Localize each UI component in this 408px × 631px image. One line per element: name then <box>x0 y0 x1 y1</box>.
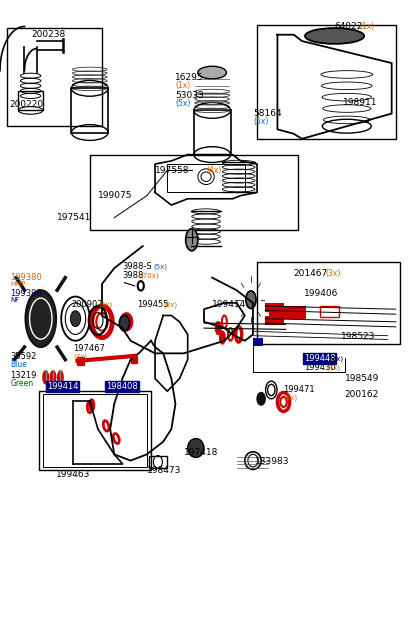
Text: 64022: 64022 <box>335 22 363 31</box>
Text: 35592: 35592 <box>10 352 37 361</box>
Text: 197558: 197558 <box>155 166 190 175</box>
Text: NF: NF <box>10 297 20 303</box>
Text: (3x): (3x) <box>325 269 341 278</box>
Text: (8x): (8x) <box>163 302 177 308</box>
Polygon shape <box>265 303 284 312</box>
Text: 201467: 201467 <box>294 269 328 278</box>
Text: (3x): (3x) <box>73 353 88 360</box>
Text: 198473: 198473 <box>147 466 181 475</box>
Text: 199430: 199430 <box>304 363 336 372</box>
Text: 3988: 3988 <box>122 271 144 280</box>
Polygon shape <box>269 306 306 319</box>
Text: 200238: 200238 <box>32 30 66 39</box>
Text: 3988-S: 3988-S <box>122 262 152 271</box>
Text: (5x): (5x) <box>153 264 167 270</box>
Text: 58164: 58164 <box>253 109 282 118</box>
Ellipse shape <box>198 66 226 79</box>
Text: 199406: 199406 <box>304 289 338 298</box>
Ellipse shape <box>58 372 62 383</box>
Text: (1x): (1x) <box>330 355 344 362</box>
Text: (70x): (70x) <box>141 273 160 279</box>
Ellipse shape <box>186 228 198 251</box>
Ellipse shape <box>26 290 56 347</box>
Text: 198549: 198549 <box>345 374 379 383</box>
Text: 133983: 133983 <box>255 457 290 466</box>
Text: 198911: 198911 <box>343 98 377 107</box>
Text: 199398: 199398 <box>10 289 42 298</box>
Text: (3x): (3x) <box>326 365 341 371</box>
Text: Blue: Blue <box>10 360 27 369</box>
Text: (4x): (4x) <box>206 166 222 175</box>
Text: (8x): (8x) <box>98 302 112 308</box>
Text: (5x): (5x) <box>175 99 191 108</box>
Text: 53033: 53033 <box>175 91 204 100</box>
Ellipse shape <box>188 439 204 457</box>
Text: 197418: 197418 <box>184 448 218 457</box>
Ellipse shape <box>216 322 220 334</box>
Polygon shape <box>253 338 263 346</box>
Text: 197541: 197541 <box>57 213 91 222</box>
Text: 199448: 199448 <box>304 354 336 363</box>
Text: 200907: 200907 <box>71 300 103 309</box>
Ellipse shape <box>305 28 364 44</box>
Text: 197467: 197467 <box>73 345 105 353</box>
Ellipse shape <box>44 372 48 383</box>
Ellipse shape <box>119 316 129 331</box>
Circle shape <box>257 392 265 405</box>
Text: 13219: 13219 <box>10 371 37 380</box>
Text: 200162: 200162 <box>345 390 379 399</box>
Polygon shape <box>77 357 84 365</box>
Ellipse shape <box>70 311 80 327</box>
Polygon shape <box>265 316 284 325</box>
Text: Green: Green <box>10 379 33 387</box>
Text: 199414: 199414 <box>212 300 246 309</box>
Text: 199075: 199075 <box>98 191 133 200</box>
Ellipse shape <box>246 291 256 309</box>
Polygon shape <box>131 356 137 363</box>
Ellipse shape <box>51 372 55 383</box>
Ellipse shape <box>220 332 224 343</box>
Text: 198523: 198523 <box>341 332 375 341</box>
Text: 16295: 16295 <box>175 73 204 82</box>
Text: 199463: 199463 <box>56 470 91 479</box>
Text: 199380: 199380 <box>10 273 42 282</box>
Text: 199471: 199471 <box>284 385 315 394</box>
Text: (1x): (1x) <box>284 394 298 401</box>
Text: 198408: 198408 <box>106 382 138 391</box>
Text: 199414: 199414 <box>47 382 78 391</box>
Text: (1x): (1x) <box>359 22 374 31</box>
Text: (5x): (5x) <box>253 117 268 126</box>
Text: (1x): (1x) <box>175 81 191 90</box>
Text: HMP: HMP <box>10 281 26 287</box>
Ellipse shape <box>89 399 94 411</box>
Text: 200220: 200220 <box>9 100 44 109</box>
Text: 199455: 199455 <box>137 300 168 309</box>
